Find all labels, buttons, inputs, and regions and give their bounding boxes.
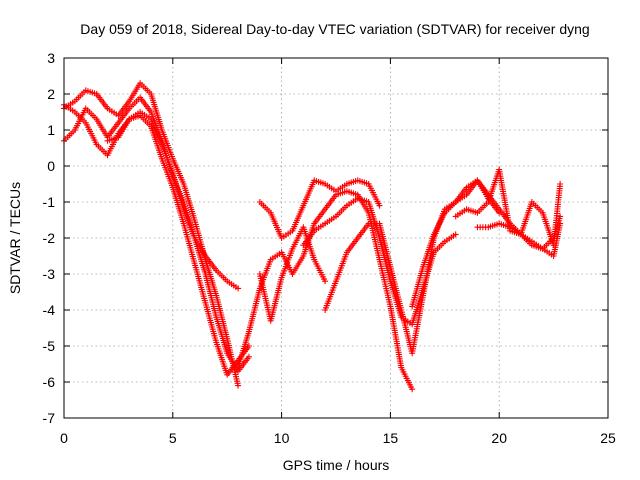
x-tick-label: 15 <box>383 430 399 446</box>
y-tick-label: -5 <box>43 338 56 354</box>
y-tick-label: -1 <box>43 194 56 210</box>
data-point-marker <box>409 386 416 393</box>
y-tick-label: -7 <box>43 410 56 426</box>
x-axis-label: GPS time / hours <box>283 457 390 473</box>
data-point-marker <box>557 213 564 220</box>
data-point-marker <box>376 202 383 209</box>
y-tick-label: 1 <box>47 122 55 138</box>
satellite-track-9 <box>322 177 503 357</box>
satellite-track-4 <box>104 109 242 292</box>
y-tick-label: -6 <box>43 374 56 390</box>
satellite-track-12 <box>474 181 564 249</box>
y-tick-label: 2 <box>47 86 55 102</box>
data-point-marker <box>557 181 564 187</box>
y-tick-label: -3 <box>43 266 56 282</box>
chart-title: Day 059 of 2018, Sidereal Day-to-day VTE… <box>80 21 589 37</box>
data-point-marker <box>557 220 564 227</box>
y-tick-label: -2 <box>43 230 56 246</box>
satellite-track-5 <box>235 188 416 393</box>
data-point-marker <box>235 382 242 389</box>
x-tick-label: 20 <box>491 430 507 446</box>
y-tick-label: 0 <box>47 158 55 174</box>
x-tick-label: 25 <box>600 430 616 446</box>
satellite-track-6 <box>256 177 383 241</box>
tick-layer <box>63 57 609 419</box>
y-axis-label: SDTVAR / TECUs <box>7 182 23 294</box>
data-layer <box>61 80 564 393</box>
y-tick-label: 3 <box>47 50 55 66</box>
y-tick-label: -4 <box>43 302 56 318</box>
data-point-marker <box>235 285 242 292</box>
data-point-marker <box>322 278 329 285</box>
x-tick-label: 5 <box>169 430 177 446</box>
data-point-marker <box>452 231 459 238</box>
x-tick-label: 10 <box>274 430 290 446</box>
x-tick-label: 0 <box>60 430 68 446</box>
satellite-track-3 <box>61 101 252 378</box>
data-point-marker <box>245 353 252 360</box>
satellite-track-11 <box>452 166 564 259</box>
